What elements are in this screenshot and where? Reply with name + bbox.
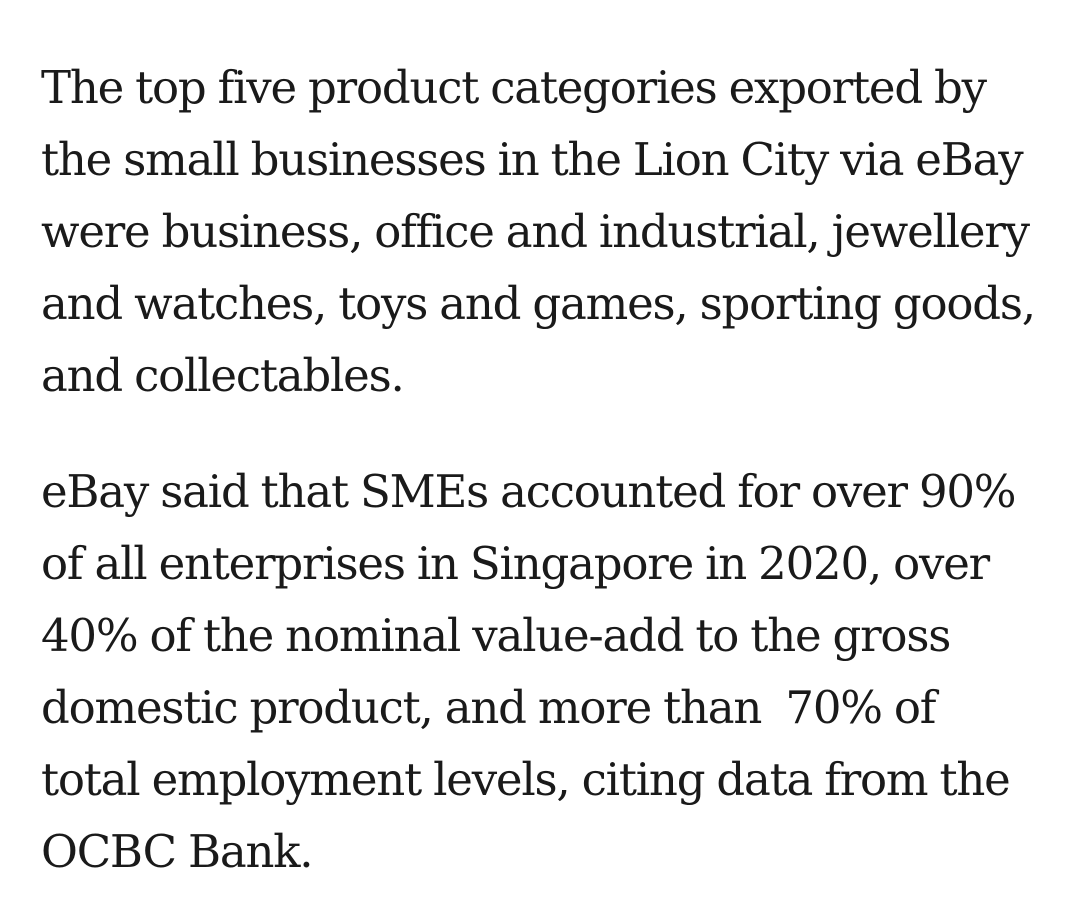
text-line: The top five product categories exported… — [41, 61, 987, 114]
text-line: and collectables. — [41, 349, 405, 402]
paragraph-sme-statistics: eBay said that SMEs accounted for over 9… — [41, 456, 1041, 888]
text-line: domestic product, and more than 70% of — [41, 681, 936, 734]
text-line: 40% of the nominal value-add to the gros… — [41, 609, 951, 662]
text-line: and watches, toys and games, sporting go… — [41, 277, 1036, 330]
text-line: the small businesses in the Lion City vi… — [41, 133, 1024, 186]
text-line: of all enterprises in Singapore in 2020,… — [41, 537, 990, 590]
text-line: were business, office and industrial, je… — [41, 205, 1030, 258]
text-line: total employment levels, citing data fro… — [41, 753, 1011, 806]
paragraph-product-categories: The top five product categories exported… — [41, 52, 1041, 412]
text-line: OCBC Bank. — [41, 825, 314, 878]
article-body: The top five product categories exported… — [41, 52, 1041, 888]
text-line: eBay said that SMEs accounted for over 9… — [41, 465, 1017, 518]
paragraph-spacer — [41, 412, 1041, 456]
